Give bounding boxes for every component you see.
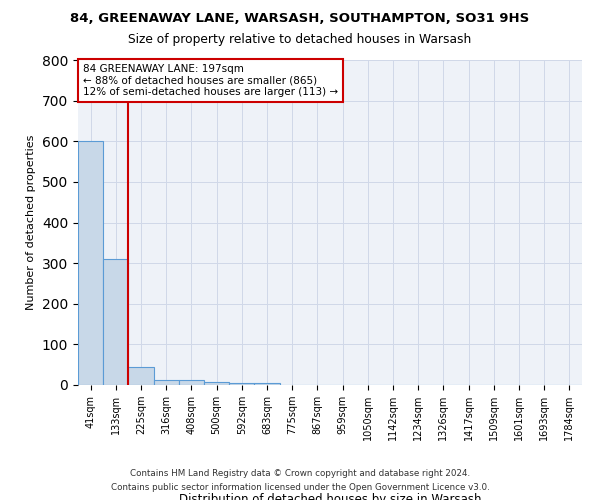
X-axis label: Distribution of detached houses by size in Warsash: Distribution of detached houses by size … xyxy=(179,493,481,500)
Bar xyxy=(128,366,154,385)
Text: Size of property relative to detached houses in Warsash: Size of property relative to detached ho… xyxy=(128,32,472,46)
Bar xyxy=(254,383,280,385)
Text: Contains public sector information licensed under the Open Government Licence v3: Contains public sector information licen… xyxy=(110,484,490,492)
Text: Contains HM Land Registry data © Crown copyright and database right 2024.: Contains HM Land Registry data © Crown c… xyxy=(130,468,470,477)
Bar xyxy=(229,383,254,385)
Bar xyxy=(204,382,229,385)
Y-axis label: Number of detached properties: Number of detached properties xyxy=(26,135,37,310)
Bar xyxy=(179,380,204,385)
Text: 84, GREENAWAY LANE, WARSASH, SOUTHAMPTON, SO31 9HS: 84, GREENAWAY LANE, WARSASH, SOUTHAMPTON… xyxy=(70,12,530,26)
Bar xyxy=(78,141,103,385)
Bar xyxy=(103,259,128,385)
Bar xyxy=(154,380,179,385)
Text: 84 GREENAWAY LANE: 197sqm
← 88% of detached houses are smaller (865)
12% of semi: 84 GREENAWAY LANE: 197sqm ← 88% of detac… xyxy=(83,64,338,97)
